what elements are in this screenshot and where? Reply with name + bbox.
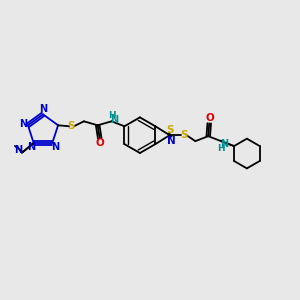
Text: H: H: [217, 144, 225, 153]
Text: S: S: [181, 130, 188, 140]
Text: N: N: [110, 115, 118, 125]
Text: N: N: [14, 145, 22, 155]
Text: H: H: [108, 111, 116, 120]
Text: N: N: [19, 119, 27, 129]
Text: N: N: [27, 142, 35, 152]
Text: N: N: [167, 136, 176, 146]
Text: N: N: [51, 142, 59, 152]
Text: S: S: [167, 125, 174, 135]
Text: O: O: [206, 113, 214, 123]
Text: N: N: [39, 104, 47, 114]
Text: O: O: [95, 138, 104, 148]
Text: N: N: [220, 139, 228, 149]
Text: S: S: [67, 121, 75, 131]
